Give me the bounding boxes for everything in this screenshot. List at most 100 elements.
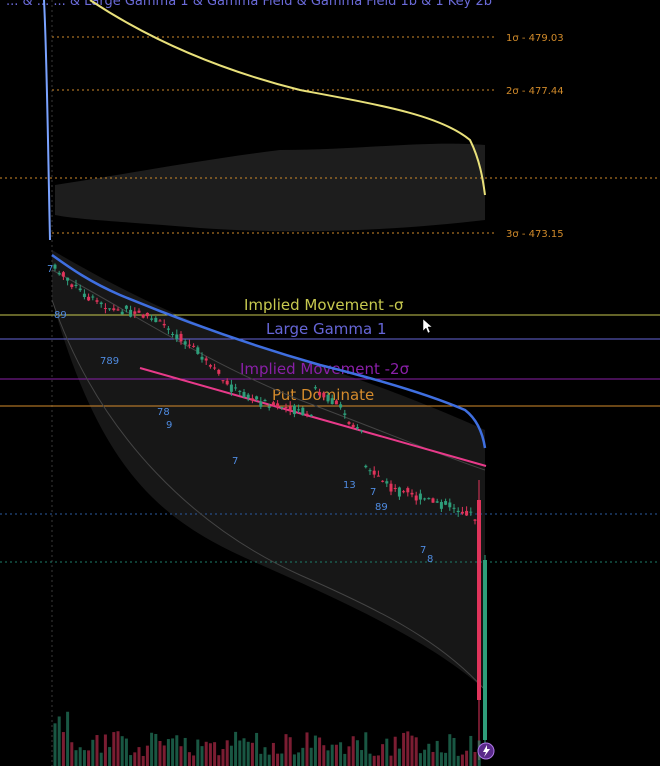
candle-body bbox=[133, 311, 137, 314]
candle-body bbox=[204, 358, 208, 361]
volume-bar bbox=[410, 735, 414, 766]
volume-bar bbox=[288, 737, 292, 766]
count-label: 9 bbox=[166, 420, 172, 431]
trend-line bbox=[139, 367, 487, 467]
candle-body bbox=[267, 406, 271, 408]
candle-body bbox=[292, 405, 296, 415]
candle-body bbox=[288, 406, 292, 411]
candle-body bbox=[229, 384, 233, 392]
candle-body bbox=[208, 365, 212, 367]
volume-bar bbox=[187, 752, 191, 766]
candle-body bbox=[70, 284, 74, 288]
candle-body bbox=[439, 502, 443, 509]
volume-bar bbox=[250, 742, 254, 766]
candle-body bbox=[427, 498, 431, 500]
candle-body bbox=[477, 500, 481, 700]
count-label: 78 bbox=[157, 407, 170, 418]
volume-bar bbox=[217, 755, 221, 766]
volume-bar bbox=[99, 752, 103, 766]
level-label-1: 1σ - 479.03 bbox=[506, 33, 564, 44]
volume-bar bbox=[133, 752, 137, 766]
candle-body bbox=[460, 511, 464, 514]
volume-bar bbox=[343, 753, 347, 766]
candle-body bbox=[456, 510, 460, 513]
volume-bar bbox=[171, 738, 175, 766]
candle-body bbox=[225, 380, 229, 385]
candle-body bbox=[410, 492, 414, 495]
volume-bar bbox=[297, 752, 301, 766]
volume-bar bbox=[200, 746, 204, 766]
volume-bar bbox=[238, 740, 242, 766]
volume-bar bbox=[116, 731, 120, 766]
volume-bar bbox=[301, 747, 305, 766]
candle-body bbox=[271, 402, 275, 406]
candle-body bbox=[297, 409, 301, 411]
volume-bar bbox=[78, 747, 82, 766]
volume-bar bbox=[221, 749, 225, 766]
volume-bar bbox=[309, 747, 313, 766]
candle-body bbox=[255, 396, 259, 400]
volume-bar bbox=[465, 750, 469, 766]
candle-body bbox=[238, 390, 242, 392]
candle-body bbox=[179, 333, 183, 342]
volume-bar bbox=[271, 742, 275, 766]
count-label: 13 bbox=[343, 480, 356, 491]
volume-bar bbox=[284, 734, 288, 766]
yellow-curve bbox=[89, 0, 486, 196]
volume-bar bbox=[70, 742, 74, 766]
volume-bar bbox=[305, 732, 309, 766]
volume-bar bbox=[360, 750, 364, 766]
candle-body bbox=[234, 387, 238, 389]
candle-body bbox=[448, 502, 452, 508]
candle-body bbox=[276, 403, 280, 407]
candle-body bbox=[183, 341, 187, 345]
candle-body bbox=[192, 345, 196, 347]
volume-bar bbox=[355, 740, 359, 766]
volume-bar bbox=[313, 735, 317, 766]
candle-body bbox=[351, 424, 355, 428]
volume-bar bbox=[276, 753, 280, 766]
volume-bar bbox=[255, 732, 259, 766]
candle-body bbox=[444, 501, 448, 505]
volume-bar bbox=[402, 732, 406, 766]
candle-body bbox=[393, 487, 397, 489]
candle-body bbox=[414, 495, 418, 501]
volume-bar bbox=[91, 739, 95, 766]
volume-bar bbox=[66, 711, 70, 766]
volume-bar bbox=[229, 745, 233, 766]
volume-bar bbox=[322, 745, 326, 766]
candle-body bbox=[53, 264, 57, 269]
candle-body bbox=[175, 334, 179, 339]
volume-bar bbox=[53, 723, 57, 766]
volume-bar bbox=[280, 753, 284, 766]
candle-body bbox=[154, 317, 158, 323]
candle-body bbox=[112, 308, 116, 311]
candle-body bbox=[145, 312, 149, 317]
volume-bar bbox=[208, 743, 212, 766]
candle-body bbox=[74, 284, 78, 287]
volume-bar bbox=[141, 755, 145, 766]
candle-body bbox=[150, 318, 154, 320]
band-label-implied-movement-2: Implied Movement -2σ bbox=[240, 360, 410, 378]
candle-body bbox=[318, 392, 322, 396]
candle-body bbox=[187, 344, 191, 346]
channel-lower-edge bbox=[51, 299, 486, 691]
count-label: 89 bbox=[54, 310, 67, 321]
volume-bar bbox=[175, 735, 179, 766]
candle-body bbox=[87, 296, 91, 301]
candle-body bbox=[61, 272, 65, 277]
candle-body bbox=[469, 511, 473, 513]
candle-body bbox=[82, 293, 86, 297]
candle-body bbox=[259, 401, 263, 407]
candle-body bbox=[330, 398, 334, 405]
candle-body bbox=[343, 413, 347, 415]
volume-bar bbox=[154, 733, 158, 766]
volume-bar bbox=[292, 754, 296, 766]
volume-bar bbox=[129, 755, 133, 766]
candle-body bbox=[347, 422, 351, 424]
channel-band bbox=[52, 250, 485, 690]
lightning-icon[interactable] bbox=[477, 742, 495, 760]
candle-body bbox=[242, 391, 246, 398]
volume-bar bbox=[225, 740, 229, 766]
